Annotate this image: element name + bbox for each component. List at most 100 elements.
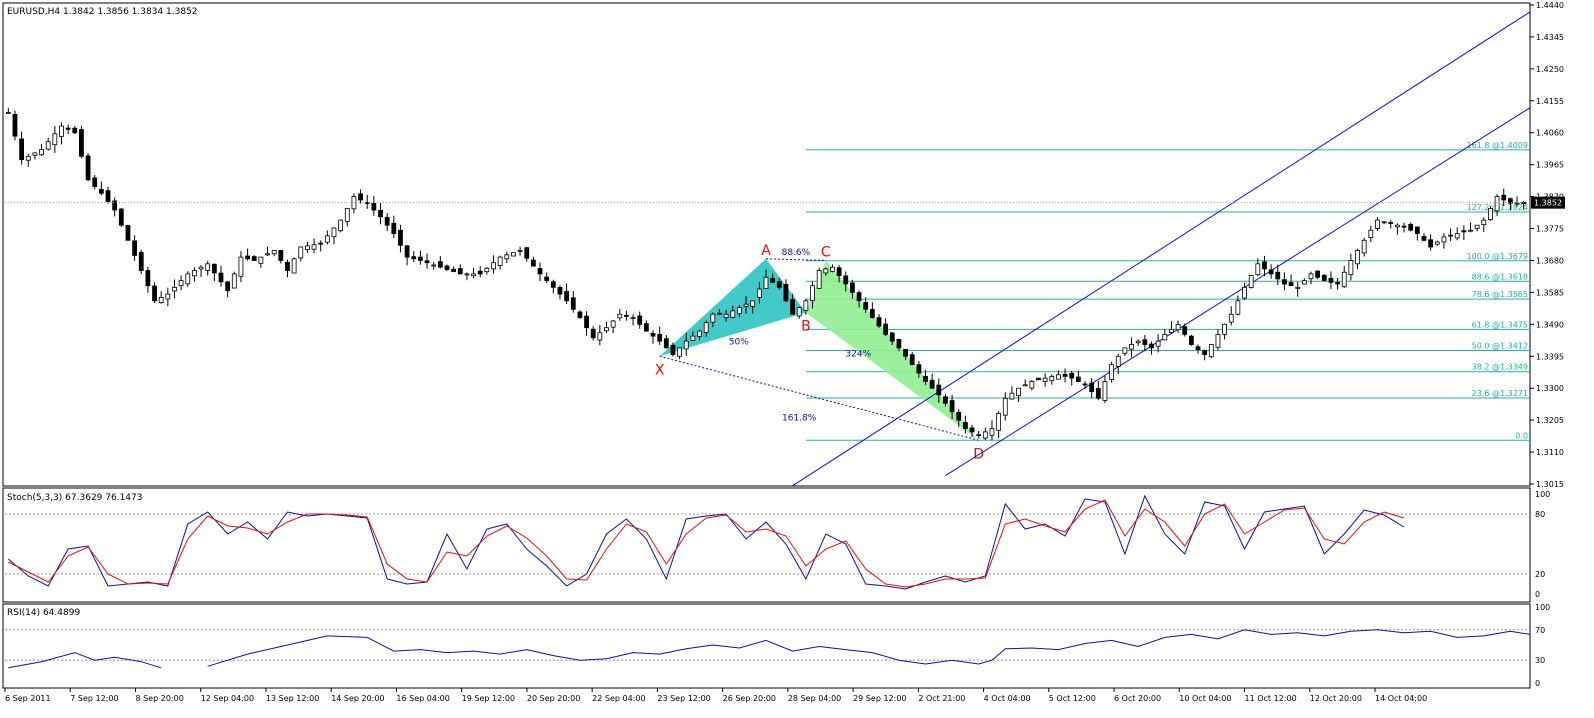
candle-body [1129, 344, 1134, 350]
fib-level-label: 23.6 @1.3271 [1472, 389, 1528, 398]
candle-body [856, 292, 862, 302]
time-tick-label: 28 Sep 04:00 [788, 694, 841, 703]
candle-body [590, 328, 596, 339]
stoch-tick-label: 20 [1535, 570, 1545, 579]
time-tick-label: 23 Sep 12:00 [657, 694, 710, 703]
candle-body [358, 193, 363, 201]
candle-body [5, 112, 11, 114]
candle-body [544, 276, 550, 282]
candle-body [132, 240, 137, 256]
candle-body [404, 245, 410, 258]
time-tick-label: 13 Sep 12:00 [266, 694, 319, 703]
candle-body [683, 340, 689, 350]
candle-body [962, 421, 968, 429]
candle-body [305, 245, 310, 251]
time-axis: 6 Sep 2011 7 Sep 12:00 8 Sep 20:00 12 Sep 0… [4, 688, 1427, 703]
channel-upper-line [792, 11, 1531, 487]
time-tick-label: 26 Sep 20:00 [723, 694, 776, 703]
stoch-pane-frame [2, 487, 1531, 603]
time-tick-label: 4 Oct 04:00 [984, 694, 1031, 703]
candle-body [1208, 344, 1214, 358]
candle-body [643, 323, 649, 332]
candle-body [245, 255, 250, 260]
main-pane-frame [2, 2, 1531, 487]
rsi-indicator: 100 70 30 0 [5, 603, 1550, 688]
candle-body [484, 267, 490, 273]
candle-body [530, 259, 536, 267]
candle-body [743, 303, 749, 307]
fib-level-label: 100.0 @1.3679 [1467, 252, 1528, 261]
candle-body [1228, 313, 1234, 323]
candle-body [1428, 239, 1434, 248]
candle-body [1315, 270, 1321, 278]
candle-body [1262, 261, 1267, 270]
candle-body [869, 309, 875, 319]
candle-body [1494, 196, 1500, 212]
candle-body [1115, 355, 1121, 367]
candle-body [391, 222, 397, 234]
candle-body [1308, 273, 1314, 280]
candle-body [836, 267, 842, 276]
candle-body [258, 256, 264, 264]
candle-body [976, 434, 982, 437]
candle-body [1461, 230, 1467, 233]
time-tick-label: 20 Sep 20:00 [527, 694, 580, 703]
candle-body [431, 264, 437, 267]
candle-body [570, 297, 576, 310]
candle-body [750, 300, 756, 307]
candle-body [152, 285, 157, 302]
candle-body [1375, 219, 1380, 229]
candle-body [218, 272, 224, 283]
candle-body [477, 270, 483, 275]
candle-body [730, 310, 736, 318]
candle-body [471, 273, 476, 277]
pattern-point-label: C [821, 244, 831, 260]
candle-body [398, 229, 403, 246]
candle-body [816, 270, 822, 289]
candle-body [411, 256, 417, 260]
candle-body [876, 317, 882, 327]
price-tick-label: 1.3775 [1536, 225, 1564, 234]
rsi-pane-frame [2, 603, 1531, 689]
candle-body [1102, 381, 1108, 401]
candle-body [969, 427, 975, 433]
current-price-badge [1531, 196, 1565, 209]
time-tick-label: 6 Sep 2011 [5, 694, 51, 703]
channel-lower-line [945, 107, 1531, 477]
candle-body [1242, 286, 1247, 299]
candle-body [1268, 269, 1274, 275]
candle-body [617, 313, 623, 319]
price-tick-label: 1.3395 [1536, 352, 1564, 361]
candle-body [1421, 236, 1427, 241]
candle-body [564, 291, 570, 302]
candle-body [85, 155, 91, 181]
stoch-series-line [8, 499, 1405, 588]
stoch-title: Stoch(5,3,3) 67.3629 76.1473 [7, 493, 142, 503]
price-tick-label: 1.4440 [1536, 1, 1564, 10]
candle-body [417, 256, 423, 261]
candle-body [1248, 275, 1254, 288]
price-tick-label: 1.3585 [1536, 288, 1564, 297]
candle-body [52, 133, 58, 146]
time-tick-label: 16 Sep 04:00 [396, 694, 449, 703]
stoch-tick-label: 0 [1535, 590, 1540, 599]
stochastic-oscillator: 100 80 20 0 [5, 490, 1550, 599]
candle-body [457, 268, 463, 275]
candle-body [690, 335, 696, 341]
candle-body [1255, 263, 1261, 276]
candle-body [803, 300, 809, 311]
candle-body [1135, 340, 1141, 344]
candle-body [1295, 286, 1301, 289]
candle-body [105, 190, 111, 203]
candle-body [517, 249, 523, 252]
candle-body [1002, 397, 1008, 416]
candle-body [1042, 377, 1048, 383]
candle-body [996, 413, 1002, 431]
candle-body [1395, 224, 1400, 228]
candlesticks [5, 107, 1527, 441]
candle-body [1142, 339, 1148, 345]
candle-body [464, 273, 470, 276]
time-tick-label: 19 Sep 12:00 [462, 694, 515, 703]
candle-body [949, 400, 955, 413]
candle-body [943, 396, 948, 404]
